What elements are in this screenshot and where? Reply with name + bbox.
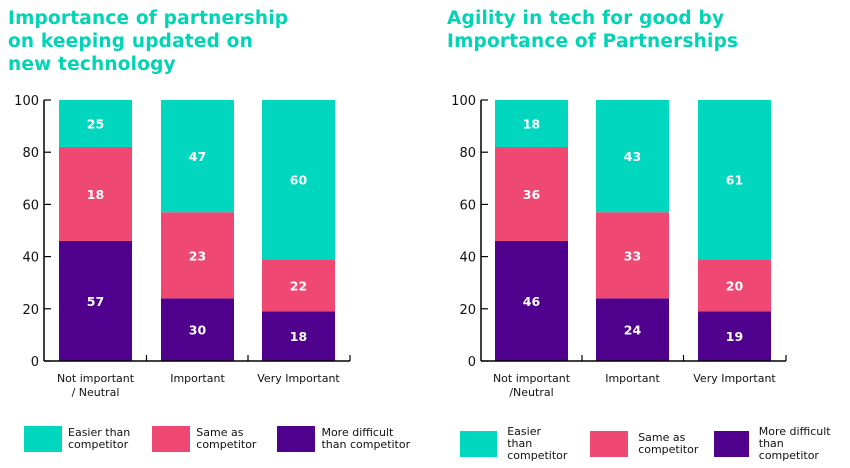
legend-label-difficult: More difficult than competitor <box>758 425 831 462</box>
data-label: 20 <box>726 278 744 293</box>
y-tick-label: 80 <box>22 146 39 161</box>
legend-item-same: Same as competitor <box>152 426 256 452</box>
y-tick-label: 80 <box>459 146 476 161</box>
legend-right: Easier than competitor Same as competito… <box>460 426 850 462</box>
y-tick-label: 40 <box>459 251 476 266</box>
data-label: 57 <box>87 294 104 309</box>
bar-segment-easier <box>698 100 771 260</box>
data-label: 46 <box>523 294 541 309</box>
y-tick-label: 40 <box>22 251 39 266</box>
legend-item-difficult: More difficult than competitor <box>714 426 839 462</box>
legend-swatch-same <box>152 426 191 452</box>
data-label: 19 <box>726 329 743 344</box>
bar-segment-same <box>59 146 132 241</box>
legend-swatch-difficult <box>277 426 316 452</box>
legend-label-easier: Easier than competitor <box>507 425 568 462</box>
data-label: 24 <box>624 323 642 338</box>
bar-segment-easier <box>596 100 669 213</box>
bar-segment-difficult <box>161 298 234 361</box>
y-tick-label: 100 <box>14 94 39 109</box>
x-tick-label: Important <box>605 372 660 385</box>
legend-label-same: Same as competitor <box>638 431 699 456</box>
bar-segment-difficult <box>59 240 132 361</box>
bar-segment-same <box>262 259 335 312</box>
legend-label-easier: Easier than competitor <box>68 426 131 451</box>
data-label: 25 <box>87 116 104 131</box>
data-label: 23 <box>189 248 206 263</box>
legend-swatch-difficult <box>714 431 749 457</box>
legend-item-difficult: More difficult than competitor <box>277 426 410 452</box>
legend-swatch-easier <box>24 426 62 452</box>
data-label: 43 <box>624 149 641 164</box>
y-tick-label: 20 <box>22 303 39 318</box>
bar-segment-easier <box>495 100 568 147</box>
x-tick-label: Not important/Neutral <box>493 372 571 399</box>
x-tick-label: Not important / Neutral <box>57 372 135 399</box>
y-tick-label: 100 <box>451 94 476 109</box>
bar-segment-easier <box>161 100 234 213</box>
y-tick-label: 60 <box>459 198 476 213</box>
data-label: 47 <box>189 149 206 164</box>
chart-right-title: Agility in tech for good by Importance o… <box>447 8 739 52</box>
bar-segment-difficult <box>262 311 335 361</box>
data-label: 18 <box>87 187 104 202</box>
bar-segment-difficult <box>596 298 669 361</box>
bar-segment-same <box>161 212 234 299</box>
data-label: 30 <box>189 323 207 338</box>
data-label: 22 <box>290 278 307 293</box>
bar-segment-same <box>495 146 568 241</box>
bar-segment-difficult <box>698 311 771 361</box>
data-label: 60 <box>290 173 308 188</box>
x-tick-label: Very Important <box>693 372 776 385</box>
data-label: 18 <box>290 329 307 344</box>
legend-item-easier: Easier than competitor <box>24 426 130 452</box>
legend-item-easier: Easier than competitor <box>460 426 568 462</box>
y-tick-label: 0 <box>31 355 39 370</box>
y-tick-label: 20 <box>459 303 476 318</box>
chart-left: 57 18 25 Not important / Neutral 30 23 47 Import… <box>14 94 351 399</box>
bar-segment-same <box>596 212 669 299</box>
bar-segment-difficult <box>495 240 568 361</box>
legend-label-difficult: More difficult than competitor <box>321 426 411 451</box>
data-label: 33 <box>624 248 641 263</box>
bar-segment-same <box>698 259 771 312</box>
data-label: 36 <box>523 187 541 202</box>
y-tick-label: 60 <box>22 198 39 213</box>
data-label: 61 <box>726 173 743 188</box>
bar-segment-easier <box>262 100 335 260</box>
data-label: 18 <box>523 116 540 131</box>
chart-left-title: Importance of partnership on keeping upd… <box>8 8 289 75</box>
legend-item-same: Same as competitor <box>590 431 698 457</box>
legend-swatch-same <box>590 431 629 457</box>
x-tick-label: Important <box>170 372 225 385</box>
legend-left: Easier than competitor Same as competito… <box>24 426 421 452</box>
legend-swatch-easier <box>460 431 498 457</box>
legend-label-same: Same as competitor <box>196 426 257 451</box>
bar-segment-easier <box>59 100 132 147</box>
chart-right: 46 36 18 Not important/Neutral 24 33 43 Importa… <box>451 94 787 399</box>
x-tick-label: Very Important <box>257 372 340 385</box>
y-tick-label: 0 <box>468 355 476 370</box>
